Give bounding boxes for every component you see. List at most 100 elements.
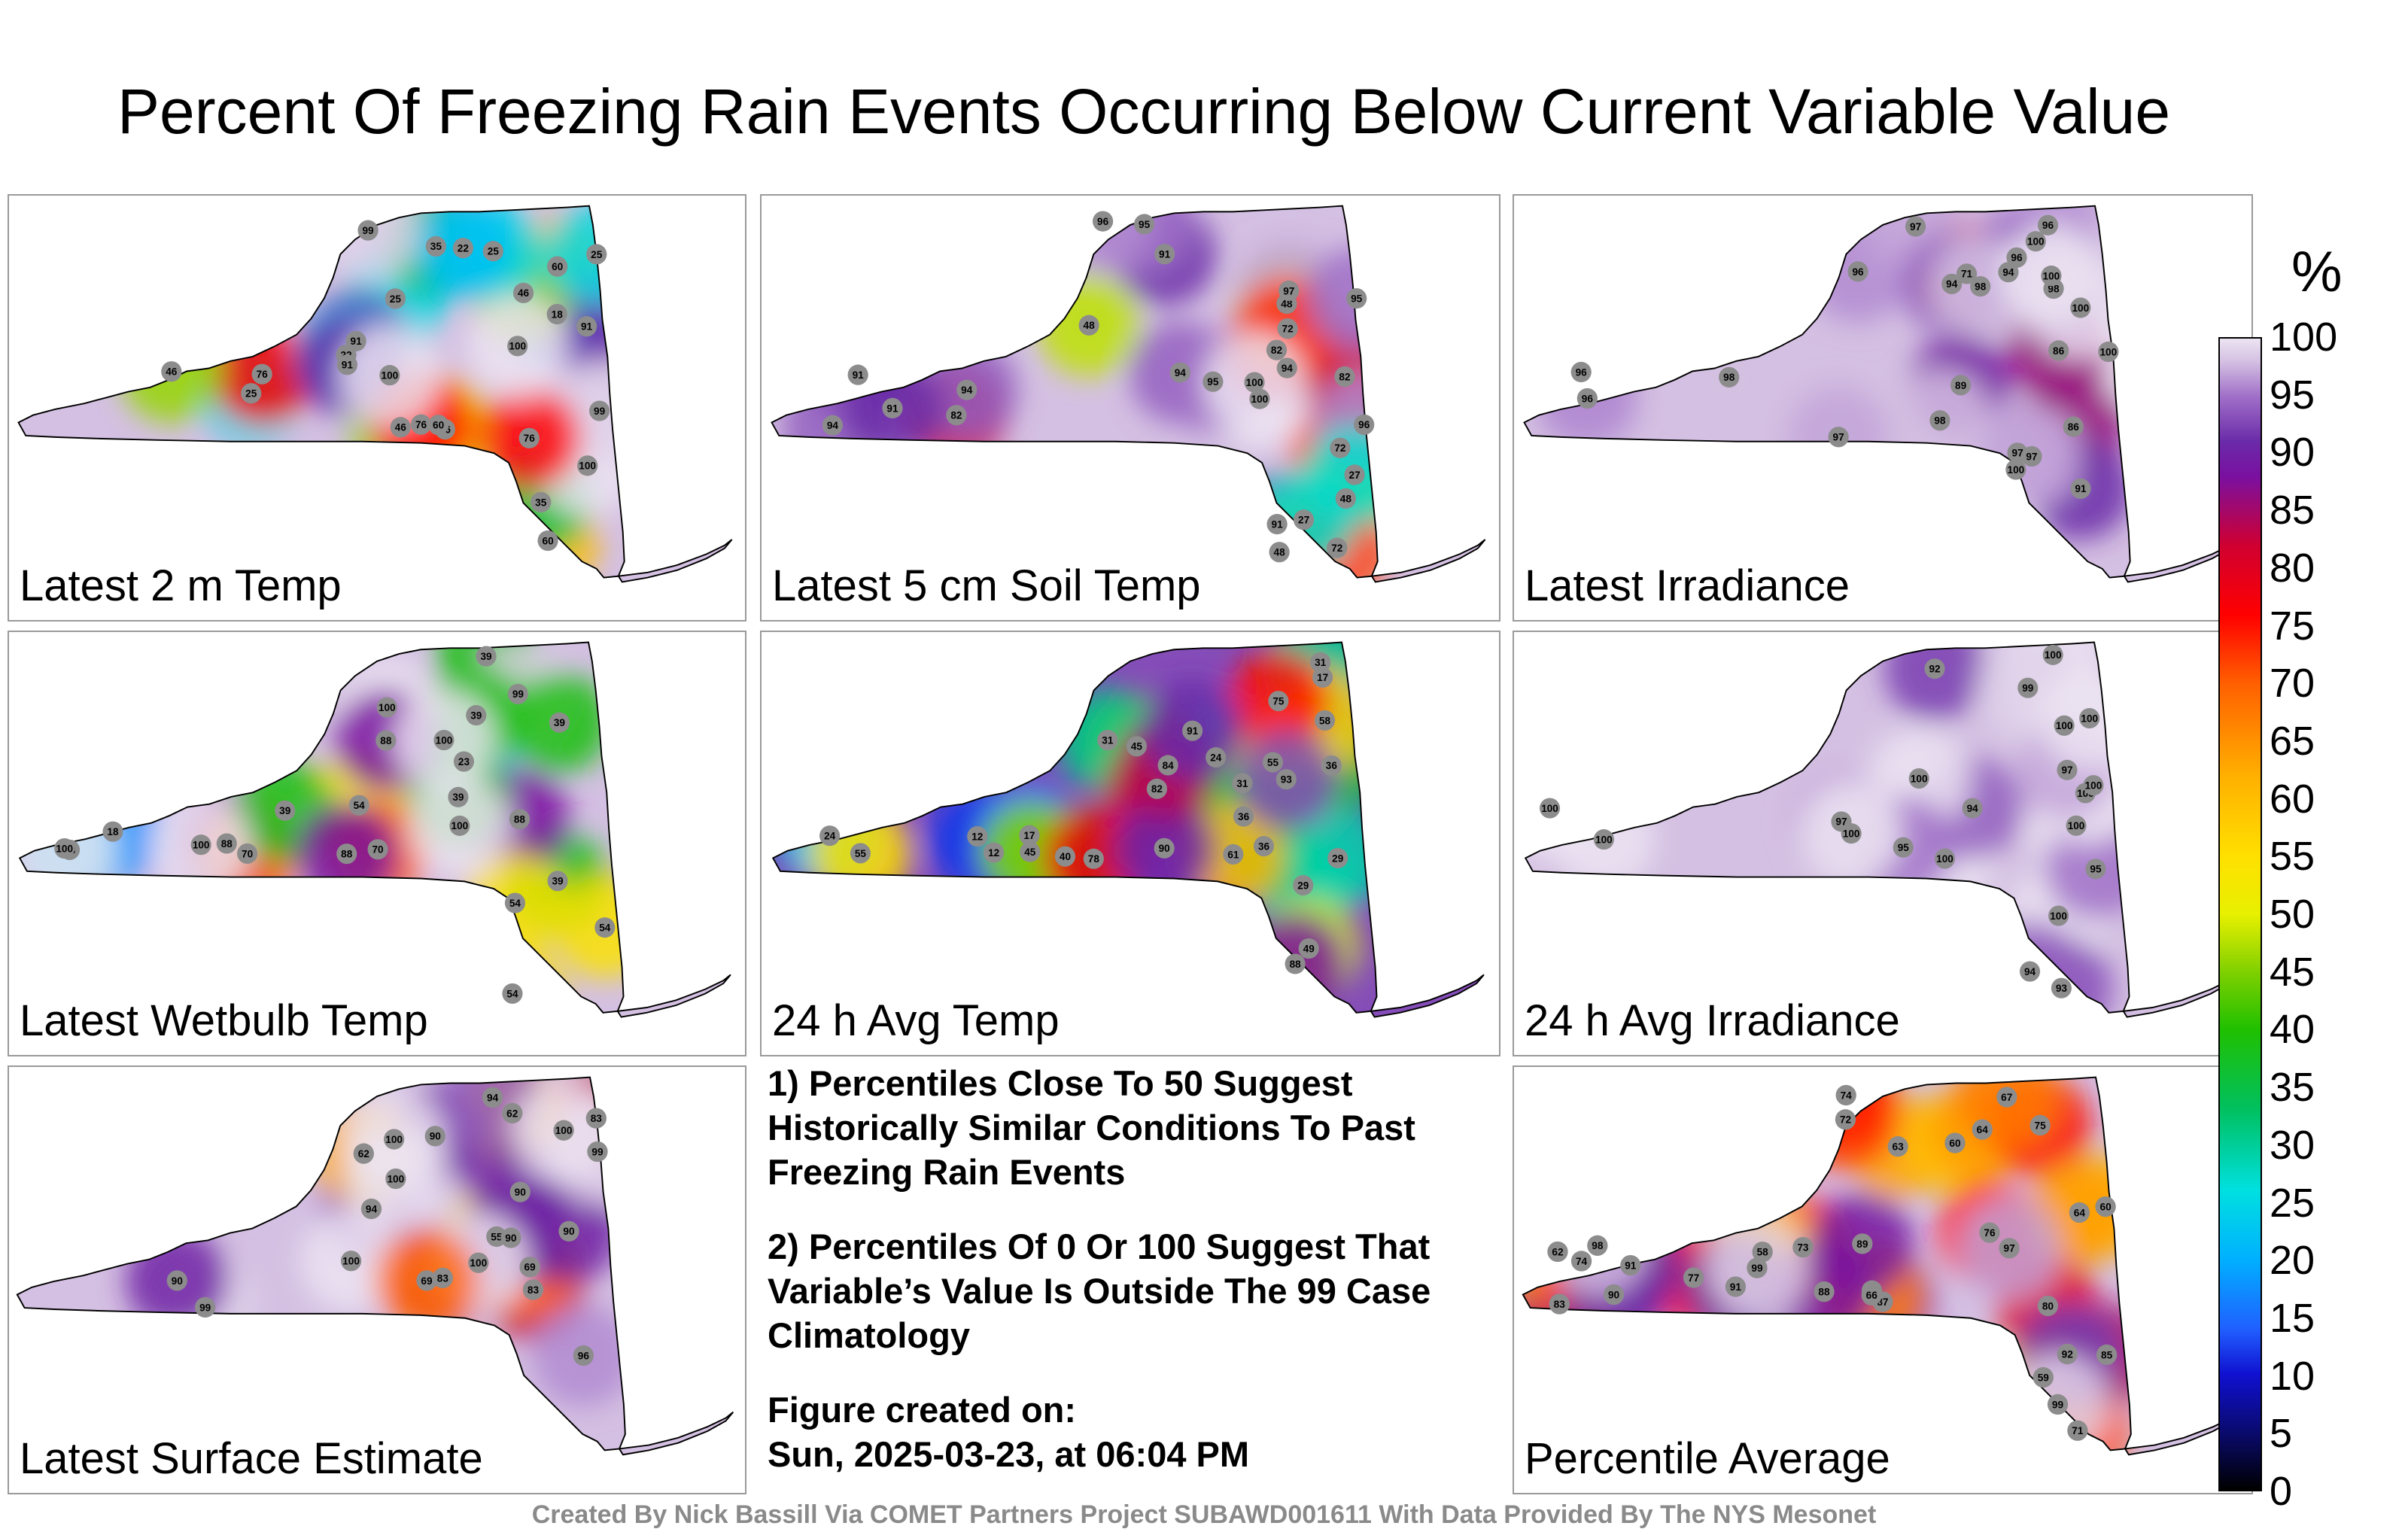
station-value: 97 xyxy=(2026,451,2037,462)
station-marker xyxy=(502,983,523,1005)
colorbar-tick: 85 xyxy=(2270,488,2315,533)
colorbar-tick: 55 xyxy=(2270,834,2315,880)
station-value: 94 xyxy=(366,1203,378,1214)
station-value: 100 xyxy=(1595,834,1613,845)
station-value: 95 xyxy=(1139,219,1151,230)
map-svg: 82 94 94 91 91 72 91 94 48 48 72 82 100 48 27 48 95 95 94 9… xyxy=(771,205,1486,583)
station-value: 90 xyxy=(172,1275,184,1287)
station-marker xyxy=(1792,1236,1814,1258)
station-value: 64 xyxy=(2074,1207,2086,1218)
station-value: 91 xyxy=(351,336,363,347)
station-value: 94 xyxy=(961,385,973,396)
station-marker xyxy=(1861,1284,1882,1306)
station-marker xyxy=(2021,445,2042,467)
station-marker xyxy=(2057,1343,2078,1365)
station-marker xyxy=(1312,667,1333,688)
station-marker xyxy=(1547,1241,1568,1263)
station-marker xyxy=(585,1108,607,1129)
station-marker xyxy=(1249,388,1270,409)
station-value: 36 xyxy=(1238,811,1250,822)
station-value: 88 xyxy=(1818,1286,1830,1297)
station-marker xyxy=(1268,691,1289,712)
station-marker xyxy=(2085,859,2106,880)
station-value: 35 xyxy=(535,497,547,508)
station-value: 29 xyxy=(1332,853,1344,864)
station-marker xyxy=(537,530,558,552)
panel-label: Latest Surface Estimate xyxy=(20,1434,483,1483)
station-value: 100 xyxy=(56,843,73,854)
station-marker xyxy=(1852,1233,1873,1254)
station-value: 100 xyxy=(2068,820,2085,831)
station-value: 96 xyxy=(1097,216,1109,227)
station-marker xyxy=(956,379,977,400)
station-marker xyxy=(531,491,552,513)
station-value: 67 xyxy=(2001,1092,2012,1103)
station-marker xyxy=(410,414,432,435)
colorbar-tick: 35 xyxy=(2270,1065,2315,1111)
station-value: 90 xyxy=(515,1187,527,1198)
map-panel: 7374637287776066836259607464587580766771… xyxy=(1513,1065,2253,1494)
station-value: 91 xyxy=(342,360,354,371)
station-marker xyxy=(1335,488,1356,509)
station-value: 94 xyxy=(2002,267,2014,278)
map-svg: 7374637287776066836259607464587580766771… xyxy=(1522,1076,2240,1456)
panel-label: 24 h Avg Temp xyxy=(772,996,1060,1045)
station-value: 100 xyxy=(470,1257,487,1269)
station-marker xyxy=(1330,437,1351,458)
station-marker xyxy=(448,786,469,807)
station-value: 60 xyxy=(433,420,445,431)
station-value: 18 xyxy=(107,826,119,837)
station-value: 75 xyxy=(2035,1120,2047,1131)
state-outline xyxy=(771,205,1379,579)
station-value: 97 xyxy=(1910,221,1921,233)
station-marker xyxy=(360,1198,382,1220)
station-value: 89 xyxy=(1955,380,1967,391)
station-marker xyxy=(2017,677,2039,698)
station-marker xyxy=(1314,710,1336,731)
station-value: 75 xyxy=(1272,696,1285,707)
station-marker xyxy=(195,1296,216,1318)
station-value: 18 xyxy=(552,309,564,320)
station-marker xyxy=(1970,275,1991,297)
station-marker xyxy=(1232,773,1253,794)
station-marker xyxy=(353,1143,374,1164)
map-panel: 82 94 94 91 91 72 91 94 48 48 72 82 100 48 27 48 95 95 94 9… xyxy=(760,194,1500,622)
station-marker xyxy=(507,336,528,357)
station-marker xyxy=(2063,416,2084,437)
station-marker xyxy=(1327,847,1348,869)
station-value: 96 xyxy=(2042,220,2054,231)
station-marker xyxy=(453,751,475,772)
station-marker xyxy=(2005,459,2026,480)
station-value: 73 xyxy=(1797,1242,1809,1253)
station-value: 24 xyxy=(824,831,836,842)
station-marker xyxy=(509,809,530,830)
station-value: 69 xyxy=(421,1275,433,1287)
station-value: 91 xyxy=(1730,1281,1742,1293)
station-value: 97 xyxy=(2012,448,2023,459)
credit-line: Created By Nick Bassill Via COMET Partne… xyxy=(531,1500,1877,1529)
panel-label: Latest Wetbulb Temp xyxy=(20,996,428,1045)
station-marker xyxy=(576,316,597,337)
station-marker xyxy=(390,417,411,438)
station-value: 99 xyxy=(594,406,606,417)
station-value: 90 xyxy=(505,1233,517,1244)
station-marker xyxy=(1841,823,1862,844)
station-marker xyxy=(166,1270,187,1291)
station-value: 86 xyxy=(2068,421,2080,433)
state-outline xyxy=(1523,205,2131,579)
station-marker xyxy=(1134,214,1155,235)
station-value: 70 xyxy=(242,848,253,859)
station-value: 91 xyxy=(853,369,865,381)
station-value: 100 xyxy=(1251,394,1269,405)
station-marker xyxy=(433,730,455,751)
station-value: 100 xyxy=(436,734,453,746)
station-marker xyxy=(2029,1114,2051,1136)
station-value: 23 xyxy=(458,756,470,768)
station-marker xyxy=(2095,1196,2116,1217)
station-marker xyxy=(2042,644,2063,665)
station-value: 100 xyxy=(1911,773,1928,784)
station-marker xyxy=(2025,231,2046,252)
map-svg: 5439398870705423188839395499100543939231… xyxy=(18,641,731,1018)
map-panel: 83 62 94 83 90 69 55 62 90 83 90 90 100 99 94 96 99 100 10… xyxy=(8,1065,746,1494)
station-value: 97 xyxy=(2003,1243,2014,1254)
